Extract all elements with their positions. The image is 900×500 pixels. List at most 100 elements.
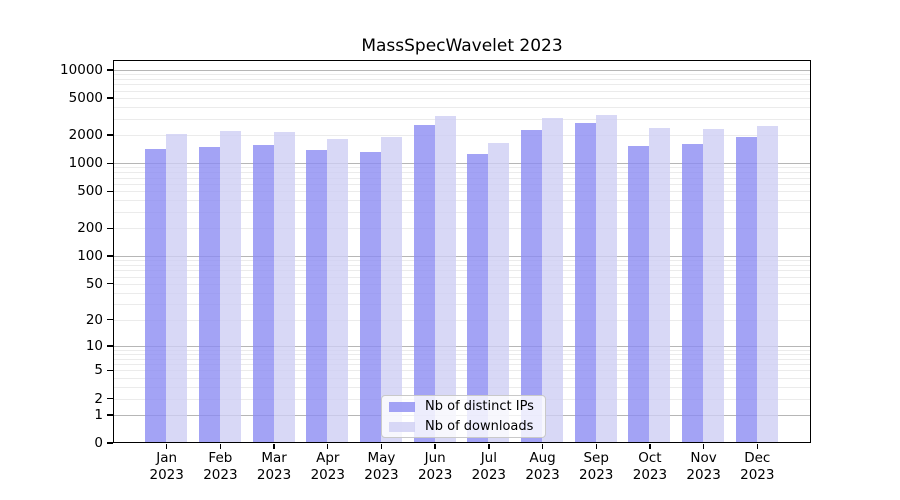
chart-title: MassSpecWavelet 2023 — [361, 36, 563, 56]
gridline-minor — [114, 191, 810, 193]
gridline-minor — [114, 358, 810, 360]
gridline-major — [114, 163, 810, 165]
gridline-minor — [114, 135, 810, 137]
bar-distinct-ips-apr — [306, 150, 328, 443]
y-tick-mark — [106, 369, 113, 372]
gridline-minor — [114, 319, 810, 321]
y-tick-label: 20 — [85, 311, 103, 328]
y-tick-mark — [106, 69, 113, 71]
legend: Nb of distinct IPs Nb of downloads — [381, 395, 546, 438]
y-tick-label: 5000 — [68, 90, 103, 107]
legend-label-distinct-ips: Nb of distinct IPs — [425, 399, 534, 414]
gridline-minor — [114, 84, 810, 86]
x-tick-mark — [219, 443, 222, 449]
y-tick-mark — [106, 190, 113, 192]
y-tick-mark — [106, 255, 113, 257]
y-tick-label: 50 — [85, 275, 103, 292]
y-tick-mark — [106, 134, 113, 136]
y-tick-label: 0 — [94, 435, 103, 451]
gridline-minor — [114, 370, 810, 372]
y-tick-label: 100 — [77, 248, 103, 265]
x-tick-mark — [434, 443, 436, 449]
gridline-minor — [114, 270, 810, 272]
bar-downloads-mar — [273, 131, 295, 443]
bar-downloads-jun — [434, 115, 456, 443]
legend-entry-downloads: Nb of downloads — [389, 418, 538, 435]
y-tick-label: 1 — [94, 406, 103, 423]
gridline-minor — [114, 283, 810, 285]
x-tick-label-oct: Oct 2023 — [632, 450, 668, 483]
y-tick-mark — [106, 397, 113, 400]
gridline-minor — [114, 177, 810, 179]
x-tick-mark — [702, 443, 705, 449]
legend-entry-distinct-ips: Nb of distinct IPs — [389, 398, 538, 415]
gridline-minor — [114, 98, 810, 100]
x-tick-label-jun: Jun 2023 — [417, 450, 453, 483]
y-tick-label: 200 — [77, 220, 103, 237]
bar-distinct-ips-jul — [467, 154, 489, 443]
bar-downloads-jul — [488, 142, 510, 443]
gridline-minor — [114, 183, 810, 185]
y-tick-mark — [106, 442, 113, 444]
gridline-minor — [114, 364, 810, 366]
bar-downloads-nov — [703, 129, 725, 443]
y-tick-mark — [106, 227, 113, 229]
x-tick-mark — [756, 443, 758, 449]
gridline-major — [114, 345, 810, 347]
x-tick-mark — [488, 443, 490, 449]
gridline-minor — [114, 118, 810, 120]
y-tick-label: 10 — [85, 337, 103, 354]
x-tick-label-apr: Apr 2023 — [310, 450, 345, 483]
y-tick-mark — [106, 414, 113, 416]
gridline-minor — [114, 167, 810, 169]
gridline-minor — [114, 228, 810, 230]
x-tick-label-nov: Nov 2023 — [686, 450, 721, 483]
bar-downloads-feb — [219, 131, 241, 443]
bar-downloads-jan — [166, 134, 188, 443]
bar-downloads-sep — [595, 115, 617, 443]
bar-downloads-oct — [649, 128, 671, 443]
x-tick-label-dec: Dec 2023 — [740, 450, 775, 483]
y-tick-mark — [106, 319, 113, 321]
x-tick-mark — [649, 443, 651, 449]
bar-distinct-ips-nov — [682, 144, 704, 443]
gridline-minor — [114, 354, 810, 356]
x-tick-label-may: May 2023 — [364, 450, 399, 483]
bar-distinct-ips-jun — [413, 124, 435, 443]
x-tick-label-sep: Sep 2023 — [579, 450, 614, 483]
gridline-minor — [114, 260, 810, 262]
legend-swatch-distinct-ips — [389, 401, 415, 412]
bar-downloads-apr — [327, 138, 349, 443]
y-tick-mark — [106, 345, 113, 347]
y-tick-label: 2000 — [68, 127, 103, 144]
bar-distinct-ips-mar — [252, 145, 274, 443]
gridline-major — [114, 70, 810, 71]
x-tick-mark — [380, 443, 383, 449]
gridline-minor — [114, 90, 810, 92]
bar-distinct-ips-oct — [628, 145, 650, 443]
y-tick-label: 2 — [94, 390, 103, 407]
y-tick-mark — [106, 283, 113, 285]
x-tick-label-feb: Feb 2023 — [203, 450, 238, 483]
gridline-minor — [114, 211, 810, 213]
gridline-minor — [114, 377, 810, 379]
gridline-minor — [114, 74, 810, 76]
gridline-minor — [114, 107, 810, 109]
bar-distinct-ips-feb — [198, 146, 220, 443]
x-tick-mark — [273, 443, 275, 449]
x-tick-label-jan: Jan 2023 — [149, 450, 184, 483]
gridline-minor — [114, 386, 810, 388]
gridline-minor — [114, 349, 810, 351]
gridline-minor — [114, 172, 810, 174]
bar-distinct-ips-may — [359, 151, 381, 443]
x-tick-mark — [595, 443, 597, 449]
legend-label-downloads: Nb of downloads — [425, 419, 534, 434]
bar-distinct-ips-aug — [521, 130, 543, 443]
gridline-major — [114, 256, 810, 258]
x-tick-mark — [541, 443, 544, 449]
y-tick-mark — [106, 97, 113, 99]
bar-distinct-ips-dec — [735, 136, 757, 443]
x-tick-mark — [327, 443, 329, 449]
bar-distinct-ips-jan — [145, 149, 167, 443]
